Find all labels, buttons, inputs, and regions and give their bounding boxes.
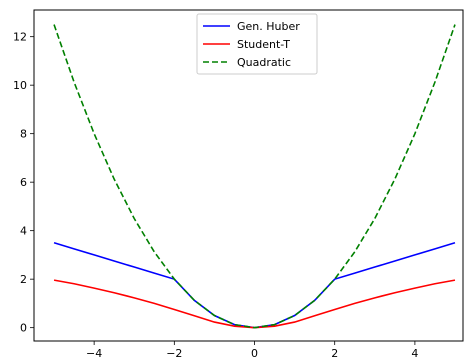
- y-tick-label: 0: [20, 322, 27, 335]
- legend-box: [196, 13, 318, 75]
- y-tick-label: 10: [13, 79, 27, 92]
- x-tick-label: −2: [166, 347, 182, 360]
- y-tick-label: 8: [20, 128, 27, 141]
- y-tick-label: 2: [20, 273, 27, 286]
- series-line-quadratic: [53, 24, 456, 329]
- legend-label: Student-T: [237, 38, 290, 51]
- y-tick-label: 4: [20, 225, 27, 238]
- x-tick-label: 4: [411, 347, 418, 360]
- y-tick-label: 12: [13, 31, 27, 44]
- x-tick-label: 0: [251, 347, 258, 360]
- x-tick-label: −4: [86, 347, 102, 360]
- legend: Gen. Huber Student-T Quadratic: [196, 13, 318, 75]
- y-tick-label: 6: [20, 176, 27, 189]
- series-line-student-t: [53, 279, 456, 329]
- legend-label: Quadratic: [237, 56, 291, 69]
- axes-frame: [33, 9, 464, 342]
- series-line-gen-huber: [53, 242, 456, 329]
- legend-label: Gen. Huber: [237, 20, 300, 33]
- axis-ticks: −4 −2 0 2 4 0 2 4 6 8 10 12: [13, 31, 418, 360]
- plot-area: [53, 24, 456, 329]
- x-tick-label: 2: [331, 347, 338, 360]
